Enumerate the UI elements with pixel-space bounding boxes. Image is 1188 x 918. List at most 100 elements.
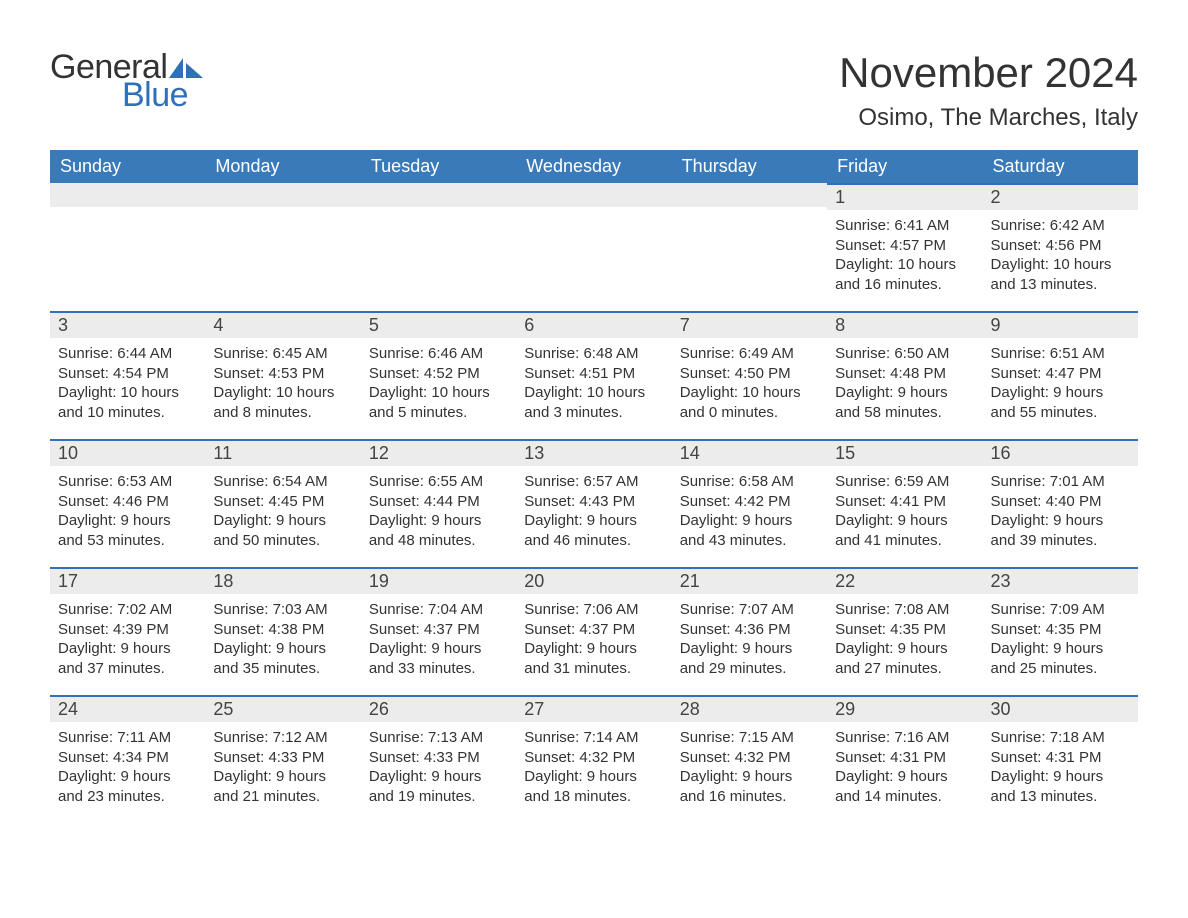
sunrise-value: 7:07 AM: [739, 601, 794, 618]
day-body: Sunrise: 6:41 AMSunset: 4:57 PMDaylight:…: [827, 210, 982, 302]
daylight-label: Daylight:: [369, 512, 432, 529]
weekday-header: Tuesday: [361, 150, 516, 183]
day-number: 9: [983, 311, 1138, 338]
sunset-label: Sunset:: [680, 749, 735, 766]
day-body: Sunrise: 6:50 AMSunset: 4:48 PMDaylight:…: [827, 338, 982, 430]
sunrise-value: 6:58 AM: [739, 473, 794, 490]
calendar-day-cell: 23Sunrise: 7:09 AMSunset: 4:35 PMDayligh…: [983, 567, 1138, 695]
daylight-line: Daylight: 9 hours and 14 minutes.: [835, 767, 974, 806]
day-body: Sunrise: 7:01 AMSunset: 4:40 PMDaylight:…: [983, 466, 1138, 558]
day-number: 15: [827, 439, 982, 466]
day-body: Sunrise: 6:45 AMSunset: 4:53 PMDaylight:…: [205, 338, 360, 430]
sunrise-label: Sunrise:: [58, 345, 117, 362]
day-body: Sunrise: 6:58 AMSunset: 4:42 PMDaylight:…: [672, 466, 827, 558]
calendar-empty-cell: [50, 183, 205, 311]
day-number: 3: [50, 311, 205, 338]
sunset-value: 4:38 PM: [268, 621, 324, 638]
sunrise-label: Sunrise:: [991, 473, 1050, 490]
day-number: 1: [827, 183, 982, 210]
sunset-line: Sunset: 4:36 PM: [680, 620, 819, 640]
daylight-label: Daylight:: [680, 512, 743, 529]
sunset-line: Sunset: 4:32 PM: [524, 748, 663, 768]
sunset-value: 4:56 PM: [1046, 237, 1102, 254]
sunset-value: 4:50 PM: [735, 365, 791, 382]
calendar-day-cell: 19Sunrise: 7:04 AMSunset: 4:37 PMDayligh…: [361, 567, 516, 695]
day-number: 7: [672, 311, 827, 338]
sunset-value: 4:41 PM: [890, 493, 946, 510]
sunset-label: Sunset:: [524, 493, 579, 510]
sunrise-label: Sunrise:: [213, 601, 272, 618]
sunrise-label: Sunrise:: [680, 601, 739, 618]
weekday-header: Wednesday: [516, 150, 671, 183]
sunrise-line: Sunrise: 6:48 AM: [524, 344, 663, 364]
sunrise-line: Sunrise: 6:41 AM: [835, 216, 974, 236]
sunset-line: Sunset: 4:44 PM: [369, 492, 508, 512]
empty-daynum-bar: [205, 183, 360, 207]
sunrise-label: Sunrise:: [835, 729, 894, 746]
sunset-line: Sunset: 4:31 PM: [991, 748, 1130, 768]
sunset-label: Sunset:: [369, 365, 424, 382]
day-body: Sunrise: 6:55 AMSunset: 4:44 PMDaylight:…: [361, 466, 516, 558]
sunset-label: Sunset:: [213, 493, 268, 510]
brand-word-blue: Blue: [122, 78, 203, 112]
daylight-label: Daylight:: [58, 640, 121, 657]
daylight-line: Daylight: 9 hours and 50 minutes.: [213, 511, 352, 550]
sunrise-value: 6:53 AM: [117, 473, 172, 490]
sunrise-label: Sunrise:: [524, 473, 583, 490]
day-number: 14: [672, 439, 827, 466]
sunset-value: 4:32 PM: [579, 749, 635, 766]
day-number: 28: [672, 695, 827, 722]
sunset-line: Sunset: 4:39 PM: [58, 620, 197, 640]
daylight-line: Daylight: 9 hours and 55 minutes.: [991, 383, 1130, 422]
weekday-header: Thursday: [672, 150, 827, 183]
day-body: Sunrise: 6:51 AMSunset: 4:47 PMDaylight:…: [983, 338, 1138, 430]
day-body: Sunrise: 7:12 AMSunset: 4:33 PMDaylight:…: [205, 722, 360, 814]
sunset-label: Sunset:: [524, 621, 579, 638]
sunrise-line: Sunrise: 7:14 AM: [524, 728, 663, 748]
sunset-label: Sunset:: [369, 749, 424, 766]
daylight-label: Daylight:: [213, 768, 276, 785]
sunrise-label: Sunrise:: [835, 473, 894, 490]
sunrise-label: Sunrise:: [835, 601, 894, 618]
daylight-line: Daylight: 9 hours and 21 minutes.: [213, 767, 352, 806]
weekday-header-row: SundayMondayTuesdayWednesdayThursdayFrid…: [50, 150, 1138, 183]
sunrise-label: Sunrise:: [213, 473, 272, 490]
sunset-value: 4:35 PM: [890, 621, 946, 638]
daylight-label: Daylight:: [991, 384, 1054, 401]
calendar-day-cell: 2Sunrise: 6:42 AMSunset: 4:56 PMDaylight…: [983, 183, 1138, 311]
calendar-day-cell: 29Sunrise: 7:16 AMSunset: 4:31 PMDayligh…: [827, 695, 982, 823]
sunrise-label: Sunrise:: [991, 729, 1050, 746]
day-body: Sunrise: 6:53 AMSunset: 4:46 PMDaylight:…: [50, 466, 205, 558]
sunrise-line: Sunrise: 6:49 AM: [680, 344, 819, 364]
sunrise-label: Sunrise:: [369, 729, 428, 746]
daylight-line: Daylight: 10 hours and 13 minutes.: [991, 255, 1130, 294]
day-number: 27: [516, 695, 671, 722]
calendar-week-row: 24Sunrise: 7:11 AMSunset: 4:34 PMDayligh…: [50, 695, 1138, 823]
sunset-label: Sunset:: [835, 621, 890, 638]
daylight-line: Daylight: 9 hours and 48 minutes.: [369, 511, 508, 550]
day-number: 6: [516, 311, 671, 338]
sunset-value: 4:57 PM: [890, 237, 946, 254]
sunset-label: Sunset:: [991, 621, 1046, 638]
day-body: Sunrise: 6:44 AMSunset: 4:54 PMDaylight:…: [50, 338, 205, 430]
sunrise-label: Sunrise:: [369, 345, 428, 362]
sunrise-label: Sunrise:: [991, 601, 1050, 618]
sunset-value: 4:37 PM: [424, 621, 480, 638]
sunset-line: Sunset: 4:41 PM: [835, 492, 974, 512]
calendar-week-row: 10Sunrise: 6:53 AMSunset: 4:46 PMDayligh…: [50, 439, 1138, 567]
sunset-label: Sunset:: [835, 493, 890, 510]
sunrise-line: Sunrise: 6:46 AM: [369, 344, 508, 364]
day-number: 18: [205, 567, 360, 594]
sunrise-value: 6:49 AM: [739, 345, 794, 362]
daylight-label: Daylight:: [835, 512, 898, 529]
day-number: 24: [50, 695, 205, 722]
calendar-day-cell: 16Sunrise: 7:01 AMSunset: 4:40 PMDayligh…: [983, 439, 1138, 567]
day-body: Sunrise: 7:11 AMSunset: 4:34 PMDaylight:…: [50, 722, 205, 814]
sunrise-value: 7:02 AM: [117, 601, 172, 618]
sunset-value: 4:45 PM: [268, 493, 324, 510]
sunrise-label: Sunrise:: [835, 217, 894, 234]
sunset-label: Sunset:: [369, 493, 424, 510]
daylight-label: Daylight:: [835, 768, 898, 785]
day-body: Sunrise: 7:16 AMSunset: 4:31 PMDaylight:…: [827, 722, 982, 814]
daylight-line: Daylight: 9 hours and 29 minutes.: [680, 639, 819, 678]
